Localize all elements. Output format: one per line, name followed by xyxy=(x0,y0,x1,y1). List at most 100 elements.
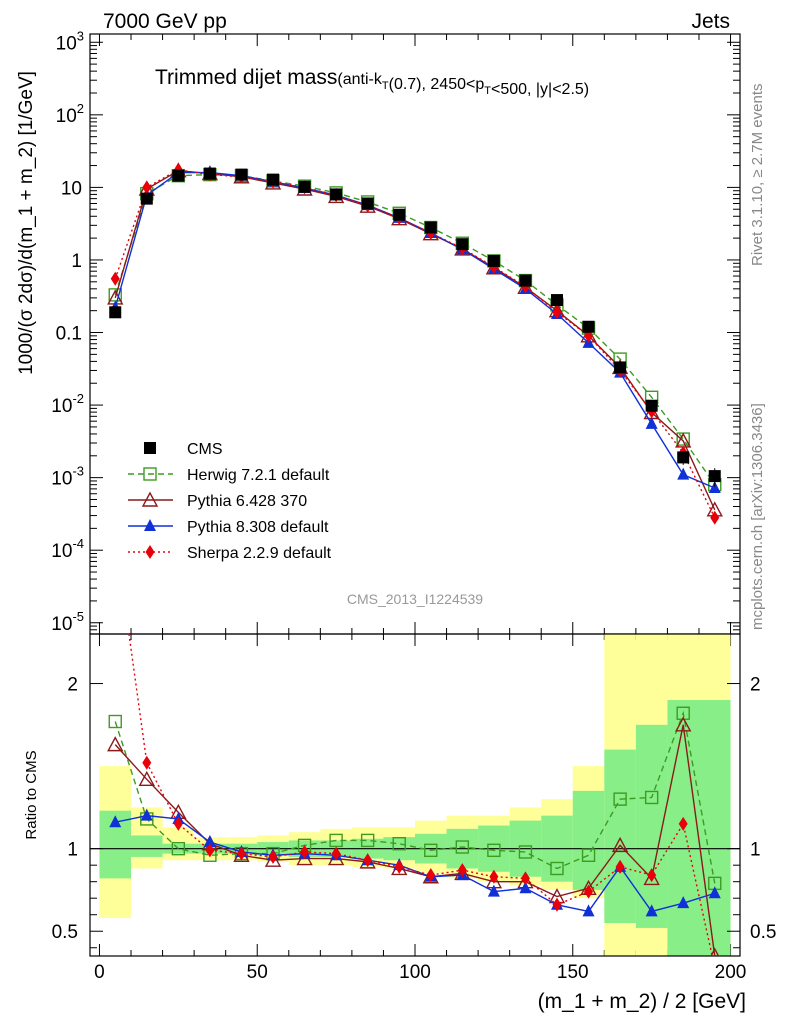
data-point xyxy=(393,208,406,221)
y-tick-label: 102 xyxy=(56,101,84,127)
series-2-ratio-point xyxy=(582,904,595,917)
y-tick-label: 103 xyxy=(56,28,84,54)
data-point xyxy=(645,399,658,412)
series-1-ratio-point xyxy=(611,836,629,853)
ratio-y-tick-label-right: 0.5 xyxy=(750,922,776,943)
title-text: Trimmed dijet mass(anti-kT(0.7), 2450<pT… xyxy=(155,66,589,98)
series-3-point xyxy=(710,510,720,525)
series-0-ratio-point xyxy=(108,714,122,729)
series-3-ratio-line xyxy=(128,634,713,956)
series-1-ratio-point xyxy=(107,736,124,752)
main-panel: 10-5 10-4 10-3 10-2 0.1 1 10 102 103 xyxy=(51,28,741,956)
series-0-ratio-point xyxy=(329,833,343,848)
x-tick-label: 100 xyxy=(399,962,431,983)
x-tick-label: 0 xyxy=(94,962,105,983)
series-2-ratio-point xyxy=(677,896,690,909)
series-2-ratio-point xyxy=(708,886,721,899)
series-3-ratio-point xyxy=(489,869,499,884)
data-point xyxy=(456,238,469,251)
legend-marker xyxy=(144,519,156,531)
series-2-ratio-line xyxy=(115,814,715,913)
x-tick-label: 200 xyxy=(715,962,747,983)
series-3-ratio-point xyxy=(142,755,152,770)
series-2-point xyxy=(708,480,721,493)
x-axis-label: (m_1 + m_2) / 2 [GeV] xyxy=(538,990,746,1013)
inner-band-bin xyxy=(131,835,163,857)
ratio-frame xyxy=(89,633,741,957)
series-1-ratio-point xyxy=(643,869,660,886)
y-tick-label: 10 xyxy=(61,178,82,199)
legend-label: Pythia 6.428 370 xyxy=(187,493,307,510)
series-3-ratio-point xyxy=(457,863,467,878)
chart-title: Trimmed dijet mass(anti-kT(0.7), 2450<pT… xyxy=(155,66,589,98)
series-1-ratio-point xyxy=(710,947,720,956)
series-2-ratio-point xyxy=(203,835,216,848)
series-1-main xyxy=(107,162,723,517)
series-0-ratio-point xyxy=(360,833,375,848)
inner-band-bin xyxy=(604,749,636,923)
data-point xyxy=(582,320,595,333)
y-tick-label: 10-3 xyxy=(51,464,84,490)
data-point xyxy=(677,451,690,464)
series-0-ratio-point xyxy=(613,792,627,806)
inner-band-bin xyxy=(698,700,731,956)
y-tick-label: 0.1 xyxy=(56,324,82,345)
series-3-ratio-point xyxy=(520,871,530,886)
series-3-ratio-point xyxy=(300,844,310,859)
data-point xyxy=(203,167,216,180)
data-point xyxy=(109,306,122,319)
series-2-ratio-point xyxy=(487,884,500,897)
data-point xyxy=(235,168,248,181)
series-1-ratio-point xyxy=(138,770,155,787)
y-tick-label: 10-2 xyxy=(51,391,84,417)
data-point xyxy=(330,188,343,201)
series-3-ratio-point xyxy=(615,859,625,874)
series-2-ratio-point xyxy=(109,815,122,828)
series-2-ratio-point xyxy=(140,808,153,821)
series-0-ratio-point xyxy=(392,837,406,851)
header-left: 7000 GeV pp xyxy=(103,10,227,33)
x-tick-label: 50 xyxy=(247,962,268,983)
series-0-ratio-point xyxy=(518,845,533,859)
series-3-ratio-point xyxy=(584,884,594,899)
legend-marker xyxy=(143,467,157,481)
ratio-y-tick-label-right: 1 xyxy=(750,840,761,861)
series-1-line xyxy=(114,169,716,511)
series-0-ratio-point xyxy=(455,840,470,854)
data-point xyxy=(140,192,153,205)
data-points xyxy=(109,167,721,487)
y-axis-label-main: 1000/(σ 2dσ)/d(m_1 + m_2) [1/GeV] xyxy=(16,71,37,375)
data-point xyxy=(519,274,532,287)
inner-band-bin xyxy=(572,790,605,890)
legend-marker xyxy=(145,545,155,559)
series-3-ratio-point xyxy=(647,868,657,883)
series-3-ratio-point xyxy=(205,843,215,858)
series-0-ratio-point xyxy=(487,843,501,858)
series-0-ratio-point xyxy=(550,861,564,876)
ratio-y-tick-label: 0.5 xyxy=(52,922,78,943)
series-0-ratio-line xyxy=(114,710,716,884)
series-1-ratio-point xyxy=(675,716,692,732)
main-frame xyxy=(89,33,741,635)
series-3-ratio-point xyxy=(236,846,246,861)
series-0-ratio-point xyxy=(581,848,596,862)
series-3-ratio-point xyxy=(426,868,436,883)
legend-label: Pythia 8.308 default xyxy=(187,519,329,536)
legend: CMS Herwig 7.2.1 default Pythia 6.428 370 P… xyxy=(128,441,332,562)
y-tick-label: 10-4 xyxy=(51,536,84,562)
data-point xyxy=(172,169,185,182)
series-3-ratio-point xyxy=(173,816,183,831)
series-3-ratio xyxy=(111,528,713,956)
data-point xyxy=(361,197,374,210)
series-2-ratio-point xyxy=(519,881,532,894)
series-3-point xyxy=(142,180,152,195)
legend-marker xyxy=(141,491,159,507)
series-3-ratio-point xyxy=(678,816,688,831)
ratio-y-tick-label: 2 xyxy=(67,675,78,696)
data-point xyxy=(708,470,721,483)
x-tick-label: 150 xyxy=(557,962,589,983)
series-3-ratio-point xyxy=(111,528,120,542)
series-0-ratio xyxy=(108,706,722,891)
